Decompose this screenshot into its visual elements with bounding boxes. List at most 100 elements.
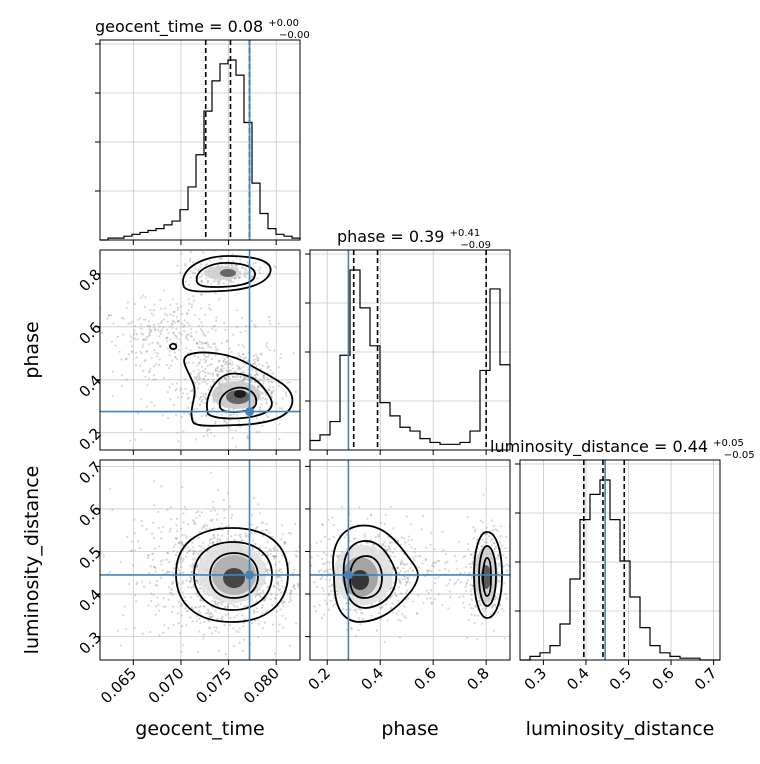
sample-point (131, 336, 134, 340)
sample-point (234, 376, 237, 379)
sample-point (217, 280, 220, 283)
sample-point (492, 528, 495, 532)
sample-point (287, 531, 290, 535)
sample-point (255, 417, 259, 420)
title-luminosity-distance: luminosity_distance = 0.44 +0.05 −0.05 (490, 431, 755, 461)
sample-point (305, 552, 307, 554)
sample-point (507, 564, 510, 567)
sample-point (160, 307, 163, 310)
sample-point (462, 595, 465, 598)
sample-point (264, 596, 268, 600)
sample-point (281, 614, 284, 617)
sample-point (268, 349, 271, 352)
sample-point (211, 542, 214, 545)
sample-point (289, 591, 292, 595)
sample-point (455, 559, 458, 562)
sample-point (170, 588, 173, 591)
sample-point (125, 358, 128, 361)
sample-point (274, 266, 278, 269)
sample-point (130, 549, 133, 552)
sample-point (369, 538, 372, 541)
sample-point (194, 572, 197, 575)
sample-point (209, 308, 212, 311)
sample-point (177, 581, 180, 585)
sample-point (274, 596, 277, 600)
sample-point (146, 383, 149, 387)
sample-point (182, 412, 186, 415)
sample-point (160, 563, 163, 566)
sample-point (231, 367, 235, 370)
sample-point (238, 276, 241, 280)
sample-point (140, 332, 143, 335)
title-geocent-time-sup: +0.00 (268, 18, 299, 29)
sample-point (180, 541, 184, 544)
sample-point (184, 264, 187, 267)
sample-point (195, 564, 199, 568)
sample-point (379, 606, 382, 610)
sample-point (257, 552, 261, 555)
sample-point (167, 627, 170, 630)
sample-point (207, 372, 210, 375)
sample-point (310, 564, 313, 567)
sample-point (183, 324, 186, 327)
sample-point (216, 366, 219, 369)
sample-point (325, 553, 328, 556)
sample-point (196, 364, 199, 367)
sample-point (281, 554, 284, 557)
sample-point (447, 607, 450, 610)
sample-point (277, 589, 280, 592)
sample-point (200, 400, 203, 404)
sample-point (200, 279, 204, 282)
sample-point (129, 335, 132, 338)
sample-point (406, 562, 409, 566)
sample-point (148, 328, 151, 331)
sample-point (250, 368, 254, 371)
sample-point (244, 532, 247, 535)
sample-point (188, 550, 191, 553)
sample-point (258, 512, 261, 515)
sample-point (175, 302, 178, 306)
sample-point (353, 609, 356, 612)
sample-point (260, 403, 263, 406)
sample-point (140, 327, 143, 330)
sample-point (226, 356, 230, 359)
sample-point (200, 599, 203, 602)
sample-point (209, 519, 212, 522)
sample-point (418, 566, 421, 569)
sample-point (207, 345, 210, 348)
sample-point (195, 579, 198, 582)
sample-point (133, 329, 136, 332)
sample-point (393, 548, 396, 551)
sample-point (261, 424, 264, 428)
sample-point (506, 569, 509, 572)
sample-point (122, 614, 125, 617)
sample-point (328, 561, 331, 564)
sample-point (240, 316, 244, 319)
sample-point (190, 579, 193, 582)
sample-point (220, 367, 223, 371)
sample-point (149, 367, 152, 370)
sample-point (267, 389, 271, 392)
sample-point (254, 353, 258, 356)
sample-point (236, 605, 239, 608)
sample-point (209, 537, 213, 541)
sample-point (203, 605, 206, 608)
sample-point (216, 348, 219, 351)
sample-point (243, 273, 246, 276)
sample-point (408, 581, 411, 584)
sample-point (212, 534, 215, 537)
sample-point (219, 368, 222, 372)
sample-point (171, 582, 174, 585)
sample-point (208, 613, 211, 616)
sample-point (266, 415, 270, 419)
sample-point (405, 581, 408, 584)
sample-point (402, 562, 405, 565)
sample-point (464, 555, 467, 558)
sample-point (197, 368, 200, 372)
sample-point (221, 370, 224, 373)
sample-point (322, 589, 325, 593)
sample-point (177, 542, 180, 545)
sample-point (470, 576, 474, 579)
sample-point (232, 413, 236, 416)
sample-point (171, 570, 174, 574)
